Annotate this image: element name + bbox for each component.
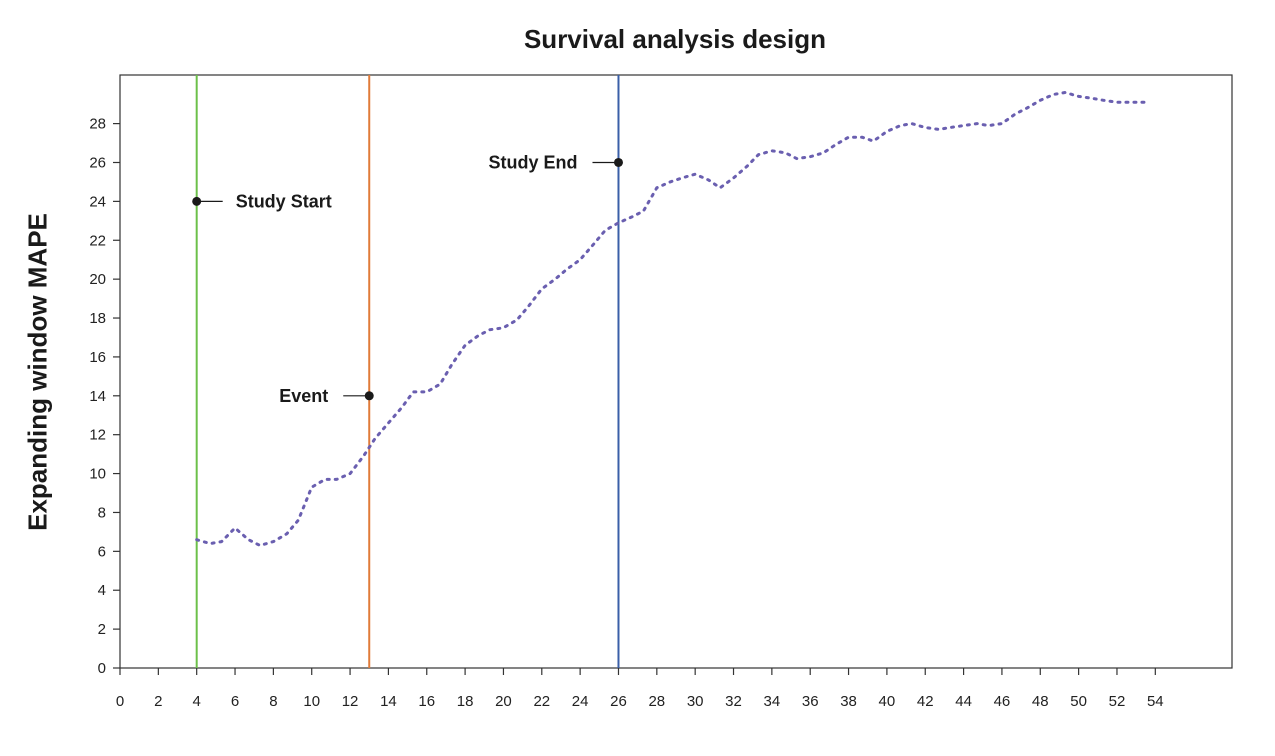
x-tick-label: 46	[994, 693, 1011, 710]
x-tick-label: 20	[495, 693, 512, 710]
y-tick-label: 14	[89, 388, 106, 405]
annotation-label: Study Start	[236, 191, 332, 211]
annotation-label: Study End	[488, 152, 577, 172]
x-tick-label: 24	[572, 693, 589, 710]
y-tick-label: 8	[98, 504, 106, 521]
x-tick-label: 4	[193, 693, 201, 710]
y-tick-label: 20	[89, 271, 106, 288]
x-tick-label: 52	[1109, 693, 1126, 710]
y-tick-label: 12	[89, 427, 106, 444]
x-tick-label: 12	[342, 693, 359, 710]
y-tick-label: 2	[98, 621, 106, 638]
x-tick-label: 18	[457, 693, 474, 710]
y-tick-label: 0	[98, 660, 106, 677]
series-line	[195, 91, 1148, 547]
x-tick-label: 16	[418, 693, 435, 710]
x-tick-label: 8	[269, 693, 277, 710]
y-tick-label: 4	[98, 582, 106, 599]
y-tick-label: 22	[89, 232, 106, 249]
x-tick-label: 10	[303, 693, 320, 710]
y-tick-label: 18	[89, 310, 106, 327]
x-tick-label: 38	[840, 693, 857, 710]
x-tick-label: 28	[648, 693, 665, 710]
y-tick-label: 10	[89, 466, 106, 483]
x-tick-label: 30	[687, 693, 704, 710]
x-tick-label: 36	[802, 693, 819, 710]
y-tick-label: 26	[89, 154, 106, 171]
x-tick-label: 26	[610, 693, 627, 710]
x-tick-label: 6	[231, 693, 239, 710]
annotation-label: Event	[279, 386, 328, 406]
y-tick-label: 6	[98, 543, 106, 560]
x-tick-label: 22	[533, 693, 550, 710]
x-tick-label: 48	[1032, 693, 1049, 710]
plot-frame	[119, 74, 1233, 669]
x-tick-label: 14	[380, 693, 397, 710]
chart-title: Survival analysis design	[523, 24, 827, 54]
y-tick-label: 28	[89, 116, 106, 133]
y-tick-label: 16	[89, 349, 106, 366]
x-tick-label: 34	[764, 693, 781, 710]
y-tick-label: 24	[89, 193, 106, 210]
x-tick-label: 50	[1070, 693, 1087, 710]
x-tick-label: 32	[725, 693, 742, 710]
x-tick-label: 0	[116, 693, 124, 710]
x-tick-label: 54	[1147, 693, 1164, 710]
x-tick-label: 2	[154, 693, 162, 710]
x-tick-label: 40	[879, 693, 896, 710]
x-tick-label: 44	[955, 693, 972, 710]
x-tick-label: 42	[917, 693, 934, 710]
